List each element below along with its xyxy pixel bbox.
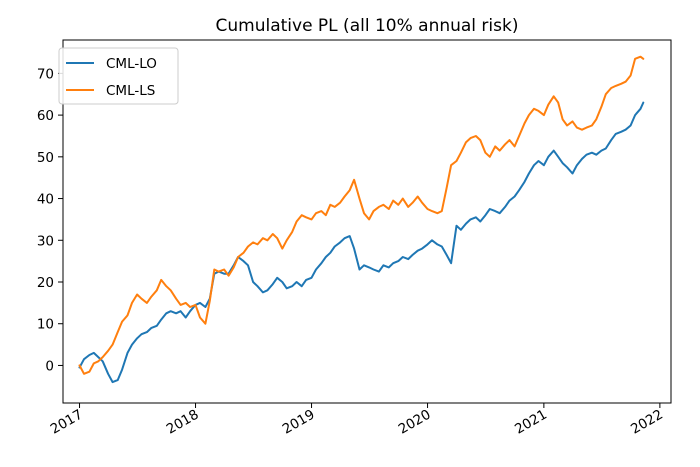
x-tick-label: 2021 xyxy=(512,407,550,438)
series-layer xyxy=(78,55,645,384)
x-tick-label: 2018 xyxy=(164,407,202,438)
x-tick-label: 2020 xyxy=(396,407,434,438)
y-tick-label: 70 xyxy=(37,66,54,82)
series-line-cml-lo xyxy=(78,101,645,384)
y-tick-label: 20 xyxy=(37,275,54,291)
y-tick-label: 50 xyxy=(37,150,54,166)
series-line-cml-ls xyxy=(78,55,645,375)
x-tick-label: 2019 xyxy=(280,407,318,438)
y-tick-label: 0 xyxy=(45,358,54,374)
x-tick-label: 2017 xyxy=(48,407,86,438)
y-axis: 0 10 20 30 40 50 60 70 xyxy=(37,66,63,374)
x-tick-label: 2022 xyxy=(628,407,666,438)
y-tick-label: 10 xyxy=(37,317,54,333)
y-tick-label: 60 xyxy=(37,108,54,124)
chart-title: Cumulative PL (all 10% annual risk) xyxy=(216,16,519,36)
legend: CML-LO CML-LS xyxy=(58,47,179,105)
legend-label-cml-ls: CML-LS xyxy=(106,83,155,99)
y-tick-label: 30 xyxy=(37,233,54,249)
legend-label-cml-lo: CML-LO xyxy=(106,56,157,72)
x-axis: 2017 2018 2019 2020 2021 2022 xyxy=(48,403,666,438)
y-tick-label: 40 xyxy=(37,192,54,208)
